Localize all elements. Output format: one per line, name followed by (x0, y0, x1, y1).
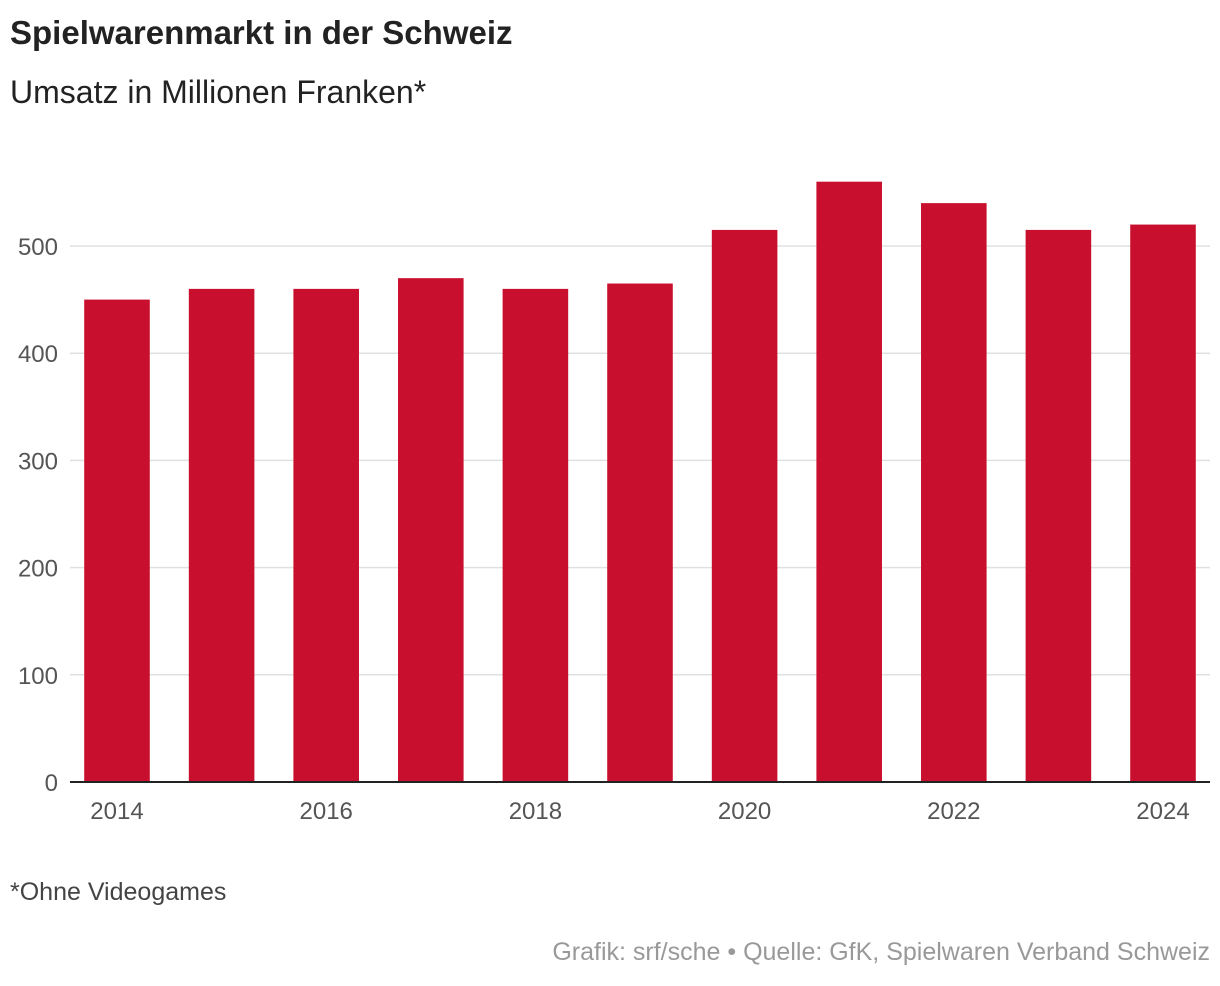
chart-title: Spielwarenmarkt in der Schweiz (10, 14, 513, 51)
y-tick-label-100: 100 (18, 663, 58, 690)
x-tick-label-2022: 2022 (927, 798, 980, 825)
bar-2017 (398, 278, 464, 782)
axes: 0 100 200 300 400 500 2014 2016 2018 2020 2022 2024 (18, 234, 1210, 825)
bar-2021 (816, 181, 882, 782)
y-tick-label-200: 200 (18, 556, 58, 583)
y-tick-label-400: 400 (18, 341, 58, 368)
bar-2024 (1130, 224, 1196, 782)
bar-2019 (607, 283, 673, 782)
footnote: *Ohne Videogames (10, 878, 227, 906)
x-tick-label-2014: 2014 (90, 798, 143, 825)
source-credit: Grafik: srf/sche • Quelle: GfK, Spielwar… (552, 938, 1210, 966)
bar-2016 (293, 288, 359, 782)
chart-subtitle: Umsatz in Millionen Franken* (10, 74, 427, 110)
y-tick-label-300: 300 (18, 448, 58, 475)
bar-2014 (84, 299, 150, 782)
bar-2022 (921, 203, 987, 782)
bar-2015 (188, 288, 255, 782)
bars (84, 181, 1196, 783)
x-tick-label-2018: 2018 (509, 798, 562, 825)
bar-chart: 0 100 200 300 400 500 2014 2016 2018 2020 2022 2024 (18, 181, 1210, 825)
y-tick-label-0: 0 (45, 770, 58, 797)
x-tick-label-2016: 2016 (300, 798, 353, 825)
bar-2023 (1025, 229, 1092, 783)
bar-2020 (711, 229, 778, 783)
bar-2018 (502, 288, 569, 782)
x-tick-label-2020: 2020 (718, 798, 771, 825)
x-tick-label-2024: 2024 (1136, 798, 1189, 825)
y-tick-label-500: 500 (18, 234, 58, 261)
